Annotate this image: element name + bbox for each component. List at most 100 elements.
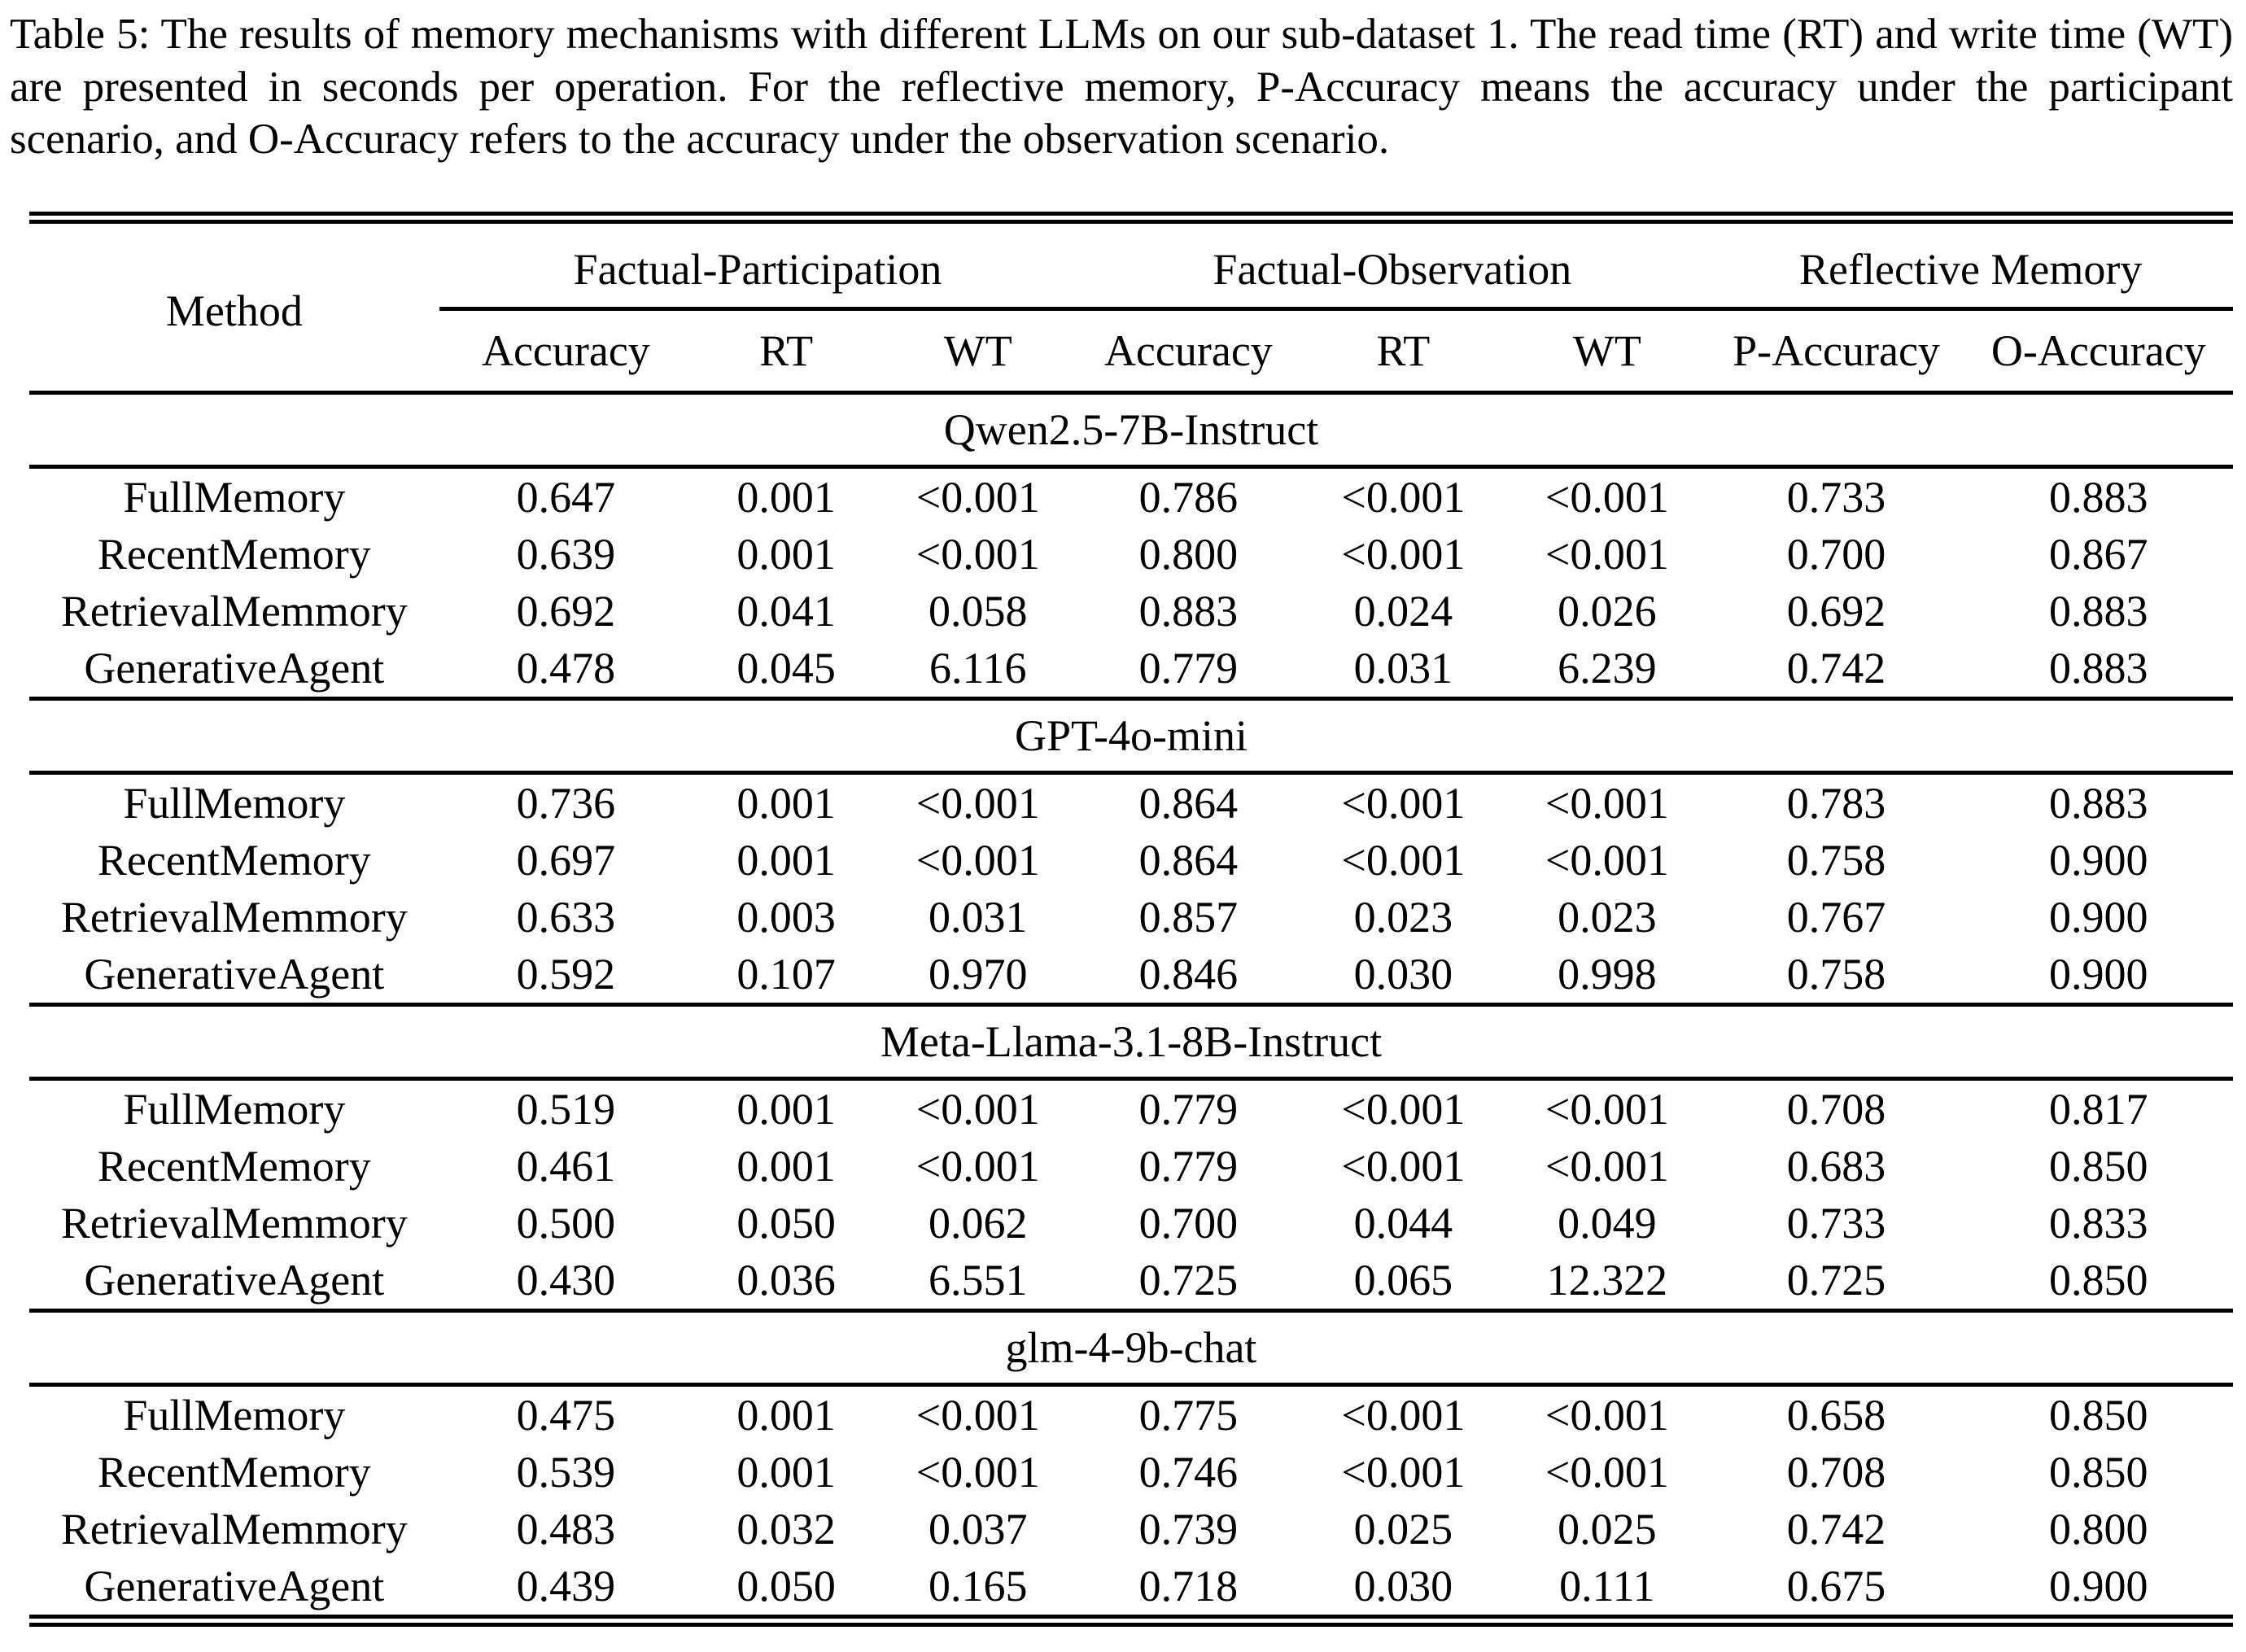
method-cell: RecentMemory — [97, 1447, 371, 1497]
col-header-o-accuracy: O-Accuracy — [1990, 326, 2206, 375]
value-cell: 0.001 — [736, 472, 836, 522]
group-header-factual-participation: Factual-Participation — [439, 223, 1077, 311]
value-cell: <0.001 — [915, 1390, 1040, 1440]
value-cell: <0.001 — [1545, 778, 1669, 828]
results-table-wrap: Method Factual-Participation Factual-Obs… — [29, 211, 2233, 1627]
value-cell: 0.736 — [516, 778, 616, 828]
value-cell: 0.833 — [2049, 1198, 2148, 1248]
value-cell: 0.037 — [929, 1504, 1028, 1554]
table-row: FullMemory 0.736 0.001 <0.001 0.864 <0.001 <0.… — [29, 772, 2233, 832]
table-row: RecentMemory 0.539 0.001 <0.001 0.746 <0.001 <… — [29, 1444, 2233, 1501]
method-cell: FullMemory — [123, 1084, 346, 1134]
value-cell: 0.700 — [1138, 1198, 1239, 1248]
value-cell: <0.001 — [1341, 778, 1466, 828]
col-header-fo-accuracy: Accuracy — [1103, 326, 1273, 375]
col-header-method: Method — [165, 286, 303, 336]
value-cell: 0.708 — [1786, 1447, 1886, 1497]
table-header: Method Factual-Participation Factual-Obs… — [29, 223, 2233, 393]
value-cell: <0.001 — [915, 778, 1040, 828]
value-cell: 0.998 — [1558, 949, 1657, 999]
value-cell: 0.708 — [1786, 1084, 1886, 1134]
table-row: RecentMemory 0.461 0.001 <0.001 0.779 <0.001 <… — [29, 1138, 2233, 1195]
value-cell: 0.001 — [736, 835, 836, 885]
model-section-row: glm-4-9b-chat — [29, 1308, 2233, 1387]
value-cell: 0.639 — [516, 529, 616, 579]
method-cell: RetrievalMemmory — [60, 1504, 408, 1554]
value-cell: 0.692 — [516, 586, 616, 636]
value-cell: 0.733 — [1786, 1198, 1886, 1248]
value-cell: 0.758 — [1786, 949, 1886, 999]
table-caption: Table 5: The results of memory mechanism… — [10, 11, 2233, 164]
value-cell: 0.111 — [1559, 1561, 1655, 1610]
value-cell: 0.758 — [1786, 835, 1886, 885]
value-cell: <0.001 — [1545, 1141, 1669, 1191]
value-cell: 0.697 — [516, 835, 616, 885]
value-cell: 0.867 — [2049, 529, 2148, 579]
col-header-fo-rt: RT — [1376, 326, 1431, 375]
value-cell: 0.032 — [736, 1504, 836, 1554]
value-cell: 0.883 — [2049, 643, 2148, 693]
group-header-reflective-memory: Reflective Memory — [1708, 223, 2233, 311]
value-cell: 0.675 — [1786, 1561, 1886, 1610]
value-cell: 0.850 — [2049, 1447, 2148, 1497]
value-cell: 0.900 — [2049, 1561, 2148, 1610]
value-cell: 6.551 — [929, 1255, 1028, 1305]
value-cell: 0.475 — [516, 1390, 616, 1440]
value-cell: 0.030 — [1353, 949, 1453, 999]
value-cell: <0.001 — [1341, 1084, 1466, 1134]
value-cell: 0.783 — [1786, 778, 1886, 828]
method-cell: GenerativeAgent — [84, 1255, 385, 1305]
value-cell: 0.031 — [1353, 643, 1453, 693]
value-cell: 0.739 — [1138, 1504, 1239, 1554]
value-cell: 0.461 — [516, 1141, 616, 1191]
method-cell: FullMemory — [123, 778, 346, 828]
value-cell: 0.786 — [1138, 472, 1239, 522]
model-section-row: GPT-4o-mini — [29, 696, 2233, 775]
value-cell: 0.031 — [929, 892, 1028, 942]
value-cell: 0.592 — [516, 949, 616, 999]
value-cell: 6.239 — [1558, 643, 1657, 693]
value-cell: 0.001 — [736, 778, 836, 828]
table-row: RetrievalMemmory 0.483 0.032 0.037 0.739 0.02… — [29, 1501, 2233, 1558]
value-cell: 0.864 — [1138, 778, 1239, 828]
value-cell: 0.800 — [2049, 1504, 2148, 1554]
value-cell: <0.001 — [1545, 835, 1669, 885]
sub-header-row: Accuracy RT WT Accuracy RT WT P-Accuracy… — [29, 308, 2233, 392]
table-row: RetrievalMemmory 0.633 0.003 0.031 0.857 0.02… — [29, 889, 2233, 946]
value-cell: 0.733 — [1786, 472, 1886, 522]
method-cell: FullMemory — [123, 1390, 346, 1440]
table-row: GenerativeAgent 0.430 0.036 6.551 0.725 0.065… — [29, 1252, 2233, 1311]
value-cell: 12.322 — [1546, 1255, 1668, 1305]
value-cell: <0.001 — [1545, 1084, 1669, 1134]
table-body: Qwen2.5-7B-Instruct FullMemory 0.647 0.001 <… — [29, 390, 2233, 1615]
value-cell: 0.001 — [736, 529, 836, 579]
value-cell: 0.658 — [1786, 1390, 1886, 1440]
value-cell: 6.116 — [929, 643, 1027, 693]
value-cell: 0.779 — [1138, 643, 1239, 693]
value-cell: <0.001 — [1341, 1447, 1466, 1497]
value-cell: 0.725 — [1138, 1255, 1239, 1305]
value-cell: <0.001 — [915, 1447, 1040, 1497]
value-cell: 0.439 — [516, 1561, 616, 1610]
value-cell: 0.025 — [1353, 1504, 1453, 1554]
value-cell: 0.817 — [2049, 1084, 2148, 1134]
table-row: RetrievalMemmory 0.692 0.041 0.058 0.883 0.02… — [29, 583, 2233, 640]
model-section-row: Qwen2.5-7B-Instruct — [29, 390, 2233, 469]
value-cell: 0.692 — [1786, 586, 1886, 636]
results-table: Method Factual-Participation Factual-Obs… — [29, 223, 2233, 1615]
value-cell: 0.850 — [2049, 1390, 2148, 1440]
value-cell: <0.001 — [1545, 472, 1669, 522]
value-cell: <0.001 — [1545, 1390, 1669, 1440]
value-cell: <0.001 — [1545, 1447, 1669, 1497]
value-cell: 0.049 — [1558, 1198, 1657, 1248]
value-cell: 0.165 — [929, 1561, 1028, 1610]
value-cell: 0.850 — [2049, 1141, 2148, 1191]
model-section-title: GPT-4o-mini — [29, 696, 2233, 775]
group-header-row: Method Factual-Participation Factual-Obs… — [29, 223, 2233, 335]
col-header-fp-rt: RT — [759, 326, 814, 375]
value-cell: 0.001 — [736, 1390, 836, 1440]
value-cell: 0.107 — [736, 949, 836, 999]
value-cell: 0.025 — [1558, 1504, 1657, 1554]
value-cell: <0.001 — [915, 1084, 1040, 1134]
